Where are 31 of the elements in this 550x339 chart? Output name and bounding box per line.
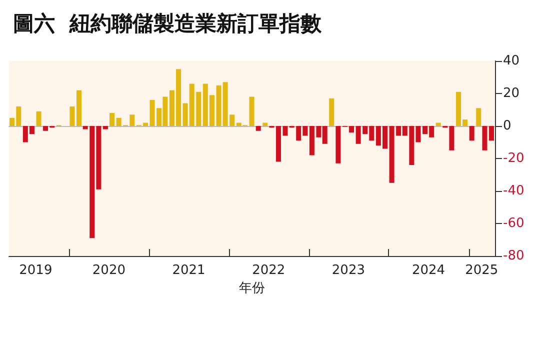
- y-tick-label: -60: [503, 216, 524, 231]
- bar: [256, 126, 261, 131]
- bar: [476, 108, 482, 126]
- y-tick-label: -80: [503, 248, 524, 264]
- bar: [262, 122, 268, 126]
- y-tick-label: 0: [503, 118, 512, 134]
- bar: [336, 126, 341, 164]
- x-tick-label: 2021: [172, 263, 206, 278]
- x-tick-label: 2019: [19, 263, 52, 278]
- bar: [329, 98, 334, 126]
- bar: [482, 126, 488, 150]
- bar: [36, 111, 42, 126]
- y-tick-label: 40: [503, 54, 520, 68]
- y-tick-label: -40: [503, 184, 524, 198]
- bar: [76, 90, 82, 126]
- bar: [70, 106, 75, 126]
- bar: [102, 126, 108, 130]
- bar: [110, 113, 115, 126]
- bar: [249, 96, 254, 126]
- x-tick-label: 2025: [465, 263, 498, 278]
- bar: [469, 126, 474, 141]
- y-tick-label: 20: [503, 86, 520, 101]
- x-tick-label: 2020: [92, 263, 126, 278]
- chart-title: 圖六 紐約聯儲製造業新訂單指數: [13, 12, 323, 36]
- y-tick-label: -20: [503, 151, 524, 166]
- bar: [436, 122, 441, 126]
- x-tick-label: 2022: [252, 263, 286, 278]
- x-tick-label: 2024: [412, 263, 446, 278]
- x-axis-title: 年份: [239, 281, 265, 296]
- bar: [489, 126, 494, 141]
- x-tick-label: 2023: [332, 263, 366, 278]
